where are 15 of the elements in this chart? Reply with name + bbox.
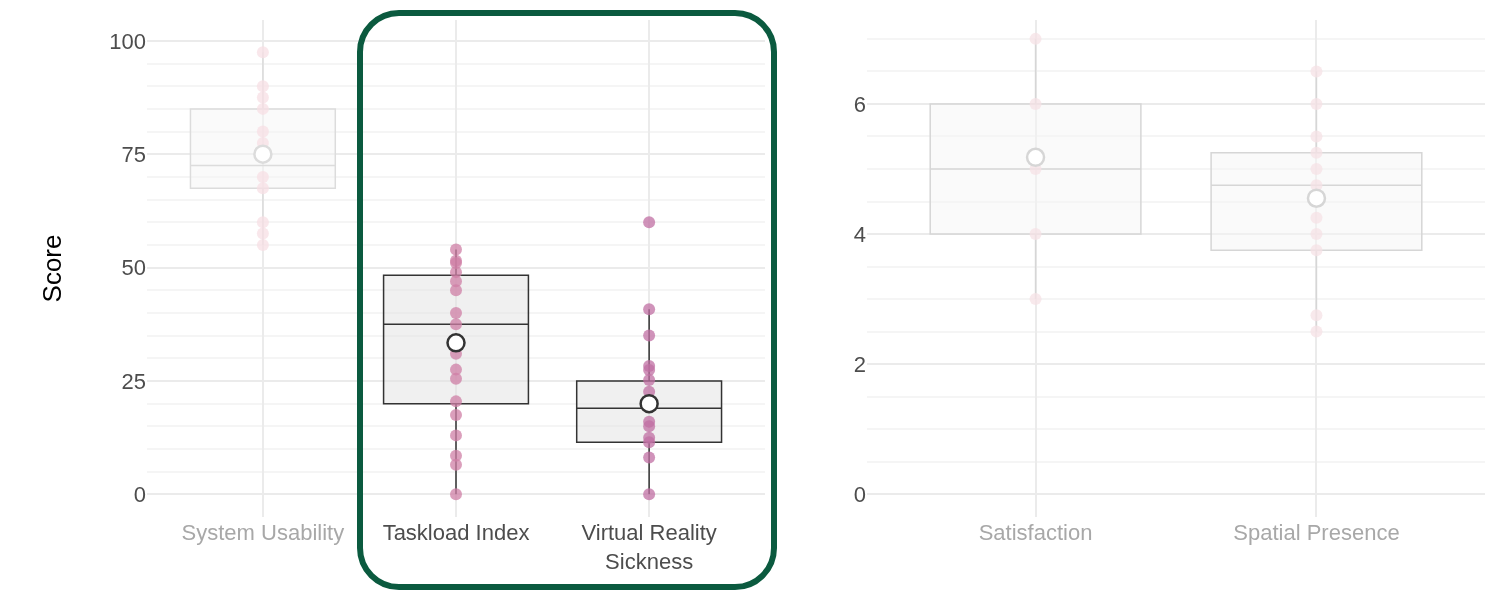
- y-tick-label: 2: [853, 351, 866, 377]
- x-tick-label: Virtual Reality Sickness: [581, 520, 717, 574]
- y-tick-label: 75: [121, 141, 146, 167]
- y-tick-label: 50: [121, 255, 146, 281]
- x-tick-label: Satisfaction: [978, 520, 1093, 545]
- y-tick-label: 25: [121, 368, 146, 394]
- x-tick-label: System Usability: [181, 520, 345, 545]
- y-tick-label: 0: [853, 481, 866, 507]
- y-tick-label: 6: [853, 91, 866, 117]
- y-axis-title: Score: [36, 234, 67, 303]
- x-tick-label: Taskload Index: [382, 520, 530, 545]
- x-tick-label: Spatial Presence: [1233, 520, 1400, 545]
- y-tick-label: 100: [109, 28, 146, 54]
- y-tick-label: 0: [133, 482, 146, 508]
- y-tick-label: 4: [853, 221, 866, 247]
